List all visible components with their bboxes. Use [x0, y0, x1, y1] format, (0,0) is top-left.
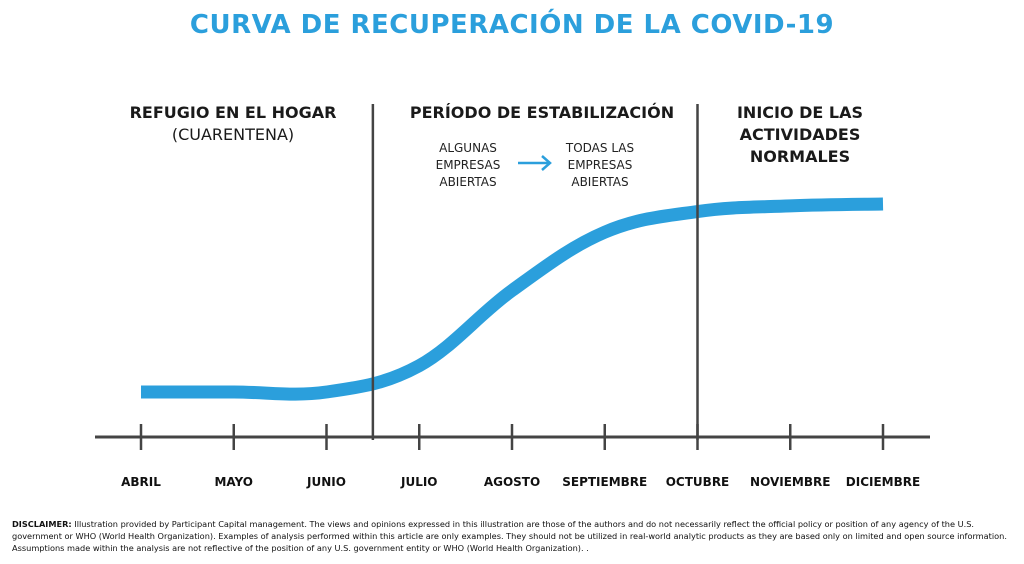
phase-quarantine-subtitle: (CUARENTENA) — [171, 125, 295, 144]
x-tick-label-agosto: AGOSTO — [484, 475, 540, 489]
x-axis-tick-labels: ABRIL MAYO JUNIO JULIO AGOSTO SEPTIEMBRE OCTUB… — [121, 475, 920, 489]
phase-normal-label: INICIO DE LAS ACTIVIDADES NORMALES — [700, 102, 900, 168]
phase-stabilization-label: PERÍODO DE ESTABILIZACIÓN — [392, 102, 692, 124]
x-tick-label-junio: JUNIO — [306, 475, 346, 489]
annotation-line: ABIERTAS — [571, 175, 629, 189]
disclaimer-label: DISCLAIMER: — [12, 519, 72, 529]
disclaimer-text: DISCLAIMER: Illustration provided by Par… — [12, 518, 1012, 554]
annotation-all-open: TODAS LAS EMPRESAS ABIERTAS — [545, 140, 655, 191]
annotation-some-open: ALGUNAS EMPRESAS ABIERTAS — [413, 140, 523, 191]
phase-quarantine-title: REFUGIO EN EL HOGAR — [129, 103, 337, 122]
x-tick-label-abril: ABRIL — [121, 475, 161, 489]
phase-quarantine-label: REFUGIO EN EL HOGAR (CUARENTENA) — [118, 102, 348, 146]
annotation-line: ALGUNAS — [439, 141, 497, 155]
annotation-line: EMPRESAS — [567, 158, 633, 172]
annotation-line: EMPRESAS — [435, 158, 501, 172]
x-tick-label-octubre: OCTUBRE — [666, 475, 730, 489]
recovery-curve-line — [141, 197, 884, 401]
arrow-right-icon — [518, 155, 552, 171]
phase-normal-title: INICIO DE LAS — [736, 103, 864, 122]
x-tick-label-mayo: MAYO — [214, 475, 253, 489]
x-tick-label-diciembre: DICIEMBRE — [846, 475, 920, 489]
chart-title: CURVA DE RECUPERACIÓN DE LA COVID-19 — [189, 10, 835, 40]
recovery-chart: ABRIL MAYO JUNIO JULIO AGOSTO SEPTIEMBRE OCTUB… — [95, 104, 930, 489]
annotation-line: ABIERTAS — [439, 175, 497, 189]
phase-normal-subtitle: ACTIVIDADES NORMALES — [739, 125, 861, 166]
disclaimer-body: Illustration provided by Participant Cap… — [12, 519, 1007, 553]
x-tick-label-julio: JULIO — [400, 475, 438, 489]
x-tick-label-noviembre: NOVIEMBRE — [750, 475, 830, 489]
x-tick-label-septiembre: SEPTIEMBRE — [562, 475, 647, 489]
phase-stabilization-title: PERÍODO DE ESTABILIZACIÓN — [409, 103, 675, 122]
annotation-line: TODAS LAS — [565, 141, 635, 155]
phase-dividers — [371, 104, 699, 440]
